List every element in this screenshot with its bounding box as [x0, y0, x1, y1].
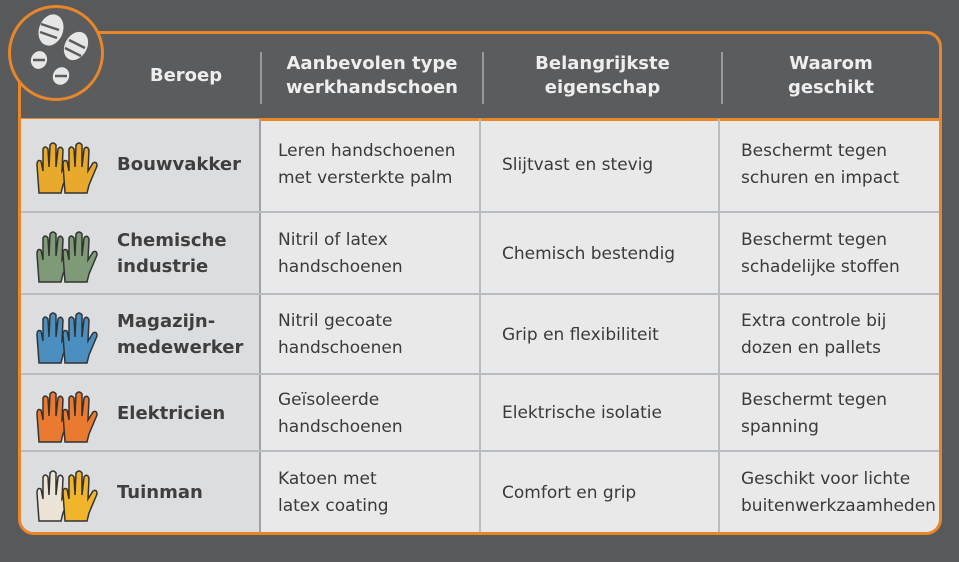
cell-why: Extra controle bij dozen en pallets: [722, 295, 939, 375]
header-why: Waarom geschikt: [723, 34, 939, 118]
table-frame: Beroep Aanbevolen type werkhandschoen Bel…: [18, 31, 942, 535]
header-line: werkhandschoen: [286, 77, 458, 98]
table-row: Magazijn-medewerker Nitril gecoate handsc…: [21, 293, 939, 375]
divider: [482, 52, 484, 104]
cell-property: Slijtvast en stevig: [483, 119, 720, 211]
cell-line: Bouwvakker: [117, 154, 241, 175]
cell-type: Geïsoleerde handschoenen: [261, 375, 481, 452]
cell-line: Nitril of latex: [278, 230, 388, 250]
cell-line: Leren handschoenen: [278, 141, 456, 161]
cell-line: Geschikt voor lichte: [741, 469, 911, 489]
header-type: Aanbevolen type werkhandschoen: [262, 34, 482, 118]
glove-icon: [36, 470, 98, 522]
table-row: Tuinman Katoen met latex coating Comfort …: [21, 450, 939, 532]
cell-line: handschoenen: [278, 338, 403, 358]
glove-icon: [36, 390, 98, 443]
boot-prints-icon: [8, 5, 104, 101]
glove-icon: [36, 312, 98, 364]
cell-line: Beschermt tegen: [741, 141, 888, 161]
cell-property: Comfort en grip: [483, 452, 720, 532]
cell-line: Katoen met: [278, 469, 377, 489]
cell-job: Tuinman: [21, 452, 261, 532]
cell-line: Nitril gecoate: [278, 311, 393, 331]
cell-line: Magazijn-: [117, 311, 216, 332]
cell-line: latex coating: [278, 496, 389, 516]
header-property: Belangrijkste eigenschap: [484, 34, 721, 118]
glove-icon: [36, 142, 98, 194]
job-name: Magazijn-medewerker: [117, 309, 243, 361]
cell-why: Beschermt tegen schuren en impact: [722, 119, 939, 211]
table-row: Elektricien Geïsoleerde handschoenen Elek…: [21, 373, 939, 452]
cell-line: spanning: [741, 416, 819, 437]
glove-icon: [36, 231, 98, 283]
cell-line: Geïsoleerde: [278, 389, 380, 410]
table-header: Beroep Aanbevolen type werkhandschoen Bel…: [21, 34, 939, 121]
cell-job: Magazijn-medewerker: [21, 295, 261, 375]
cell-line: Extra controle bij: [741, 311, 887, 331]
cell-job: Bouwvakker: [21, 119, 261, 211]
cell-line: medewerker: [117, 337, 244, 358]
cell-line: Elektrische isolatie: [502, 403, 662, 423]
cell-line: met versterkte palm: [278, 168, 453, 188]
cell-type: Nitril of latex handschoenen: [261, 213, 481, 295]
cell-type: Nitril gecoate handschoenen: [261, 295, 481, 375]
cell-type: Leren handschoenen met versterkte palm: [261, 119, 481, 211]
cell-line: Chemische: [117, 230, 227, 251]
header-text: Beroep: [150, 64, 222, 88]
cell-line: Chemisch bestendig: [502, 243, 676, 264]
header-line: Belangrijkste: [535, 53, 670, 74]
table-row: Chemische industrie Nitril of latex handsc…: [21, 211, 939, 295]
cell-line: Elektricien: [117, 402, 226, 424]
header-line: eigenschap: [544, 77, 661, 98]
cell-property: Elektrische isolatie: [483, 375, 720, 452]
cell-line: Comfort en grip: [502, 482, 637, 503]
header-line: Beroep: [149, 65, 223, 86]
cell-job: Elektricien: [21, 375, 261, 452]
job-name: Tuinman: [117, 480, 203, 506]
cell-why: Geschikt voor lichte buitenwerkzaamheden: [722, 452, 939, 532]
divider: [721, 52, 723, 104]
cell-line: dozen en pallets: [741, 338, 882, 358]
job-name: Chemische industrie: [117, 228, 227, 280]
header-beroep: Beroep: [111, 34, 261, 118]
cell-why: Beschermt tegen schadelijke stoffen: [722, 213, 939, 295]
header-line: geschikt: [787, 77, 875, 98]
cell-line: schuren en impact: [741, 168, 900, 188]
cell-line: handschoenen: [278, 416, 403, 437]
job-name: Bouwvakker: [117, 152, 241, 178]
cell-line: Grip en flexibiliteit: [502, 324, 659, 345]
header-line: Waarom: [789, 53, 873, 74]
cell-line: Beschermt tegen: [741, 389, 888, 410]
cell-property: Chemisch bestendig: [483, 213, 720, 295]
cell-line: Beschermt tegen: [741, 230, 888, 250]
cell-line: buitenwerkzaamheden: [741, 496, 936, 516]
cell-property: Grip en flexibiliteit: [483, 295, 720, 375]
cell-why: Beschermt tegen spanning: [722, 375, 939, 452]
cell-line: handschoenen: [278, 257, 403, 277]
divider: [260, 52, 262, 104]
cell-line: Tuinman: [117, 482, 203, 503]
cell-job: Chemische industrie: [21, 213, 261, 295]
cell-line: schadelijke stoffen: [741, 257, 900, 277]
table-row: Bouwvakker Leren handschoenen met verster…: [21, 119, 939, 211]
cell-type: Katoen met latex coating: [261, 452, 481, 532]
cell-line: industrie: [117, 256, 209, 277]
job-name: Elektricien: [117, 401, 225, 427]
cell-line: Slijtvast en stevig: [502, 154, 654, 175]
header-line: Aanbevolen type: [286, 53, 458, 74]
